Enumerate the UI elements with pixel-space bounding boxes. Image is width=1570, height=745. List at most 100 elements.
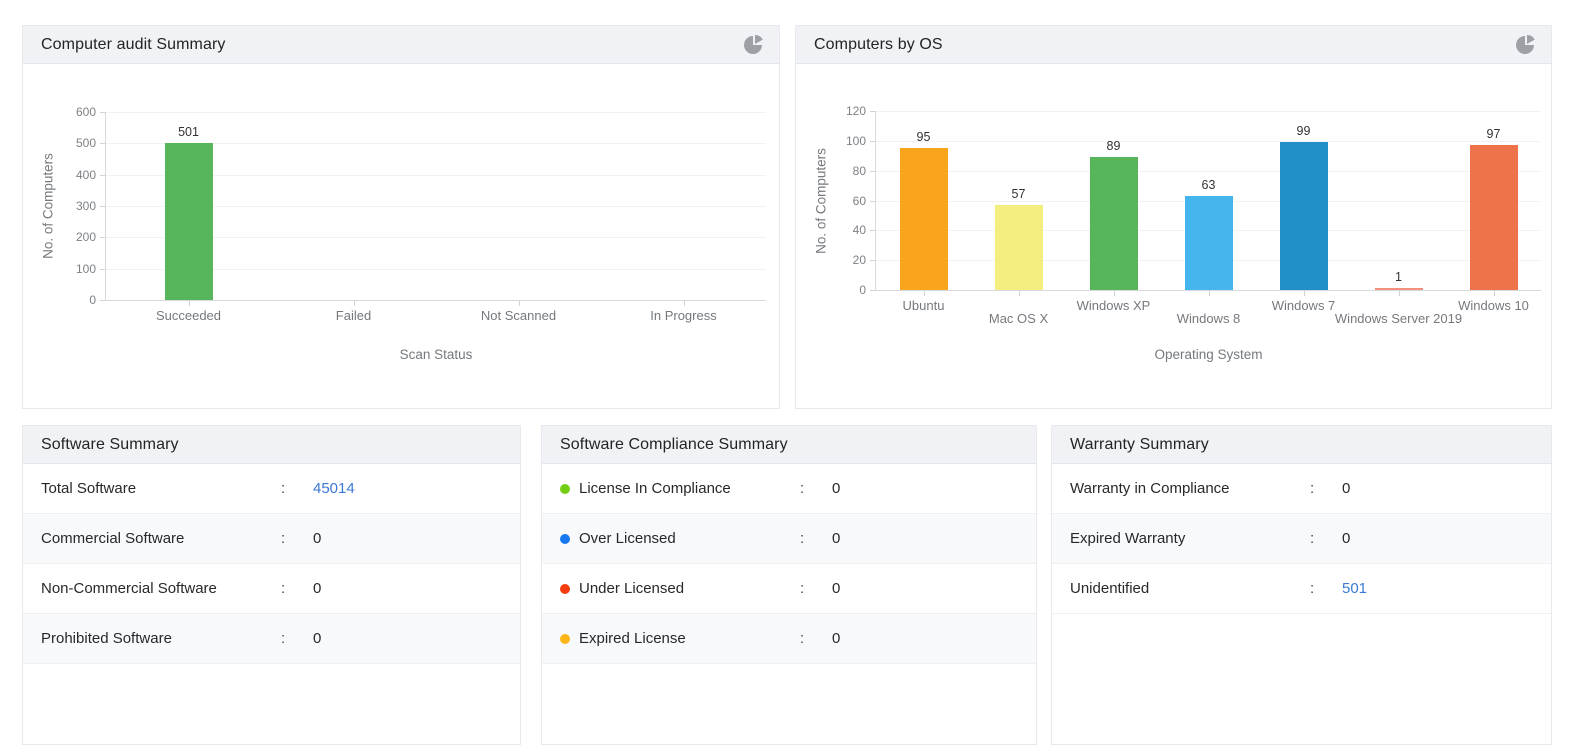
summary-row-prohibited-software: Prohibited Software: 0 xyxy=(23,614,520,664)
bar-windows-7[interactable] xyxy=(1279,142,1328,290)
license-in-compliance-value: 0 xyxy=(832,480,841,497)
x-axis-tick xyxy=(1018,291,1020,296)
warranty-in-compliance-value: 0 xyxy=(1342,480,1351,497)
pie-chart-icon[interactable] xyxy=(743,34,763,55)
x-axis-title: Scan Status xyxy=(399,347,473,362)
row-label-text: Prohibited Software xyxy=(41,630,172,647)
scan-status-bar-chart: 0 100 200 300 400 500 600 No. of Computers 501 Su… xyxy=(23,64,779,408)
expired-license-value: 0 xyxy=(832,630,841,647)
x-axis-tick xyxy=(1398,291,1400,296)
x-axis-category-label: Windows Server 2019 xyxy=(1334,311,1463,326)
row-label: Commercial Software xyxy=(41,530,281,547)
summary-row-under-licensed: Under Licensed: 0 xyxy=(542,564,1036,614)
row-separator: : xyxy=(1310,480,1315,497)
software-compliance-summary-panel: Software Compliance Summary License In C… xyxy=(541,425,1037,745)
x-axis-category-label: Ubuntu xyxy=(902,298,945,313)
panel-title: Software Compliance Summary xyxy=(560,435,788,453)
x-axis-tick xyxy=(683,301,685,306)
x-axis-tick xyxy=(518,301,520,306)
y-axis-tick-label: 200 xyxy=(75,230,96,245)
y-axis-tick xyxy=(870,111,875,112)
y-axis-tick-label: 40 xyxy=(852,223,866,238)
panel-title: Warranty Summary xyxy=(1070,435,1209,453)
bar-windows-xp[interactable] xyxy=(1089,157,1138,290)
row-label-text: Expired Warranty xyxy=(1070,530,1186,547)
unidentified-value-link[interactable]: 501 xyxy=(1342,580,1368,597)
summary-row-warranty-in-compliance: Warranty in Compliance: 0 xyxy=(1052,464,1551,514)
row-label: Unidentified xyxy=(1070,580,1310,597)
row-label-text: Non-Commercial Software xyxy=(41,580,217,597)
y-axis-title: No. of Computers xyxy=(40,153,56,259)
x-axis-category-label: Windows 8 xyxy=(1176,311,1241,326)
warranty-summary-panel: Warranty Summary Warranty in Compliance:… xyxy=(1051,425,1552,745)
x-axis-category-label: Windows XP xyxy=(1076,298,1151,313)
row-label-text: Expired License xyxy=(579,630,686,647)
software-summary-rows: Total Software: 45014 Commercial Software:… xyxy=(23,464,520,664)
row-separator: : xyxy=(1310,530,1315,547)
y-axis-tick xyxy=(870,170,875,172)
panel-header: Warranty Summary xyxy=(1052,426,1551,464)
pie-chart-icon[interactable] xyxy=(1515,34,1535,55)
bar-windows-10[interactable] xyxy=(1469,145,1518,290)
status-dot xyxy=(560,583,570,594)
y-axis-title: No. of Computers xyxy=(813,147,829,254)
row-label-text: Over Licensed xyxy=(579,530,676,547)
x-axis-category-label: Windows 10 xyxy=(1458,298,1529,313)
software-compliance-rows: License In Compliance:0 Over Licensed:0 Un… xyxy=(542,464,1036,664)
bar-value-label: 95 xyxy=(916,130,931,145)
under-licensed-value: 0 xyxy=(832,580,841,597)
gridline xyxy=(106,268,766,270)
x-axis-line xyxy=(105,300,766,301)
y-axis-tick xyxy=(100,206,105,207)
y-axis-tick-label: 0 xyxy=(859,283,866,297)
gridline xyxy=(106,237,766,239)
panel-title: Computer audit Summary xyxy=(41,35,226,53)
total-software-value-link[interactable]: 45014 xyxy=(313,480,355,497)
row-label-text: Total Software xyxy=(41,480,137,497)
panel-header: Computers by OS xyxy=(796,26,1551,64)
row-label-text: Commercial Software xyxy=(41,530,185,547)
bar-value-label: 99 xyxy=(1296,124,1311,139)
computer-audit-summary-panel: Computer audit Summary 0 100 200 300 400 500 6… xyxy=(22,25,780,409)
bar-mac-os-x[interactable] xyxy=(994,204,1043,290)
y-axis-tick xyxy=(870,230,875,232)
bar-windows-server-2019[interactable] xyxy=(1374,288,1423,290)
y-axis-tick xyxy=(870,260,875,262)
summary-row-license-in-compliance: License In Compliance: 0 xyxy=(542,464,1036,514)
summary-row-total-software: Total Software: 45014 xyxy=(23,464,520,514)
non-commercial-software-value: 0 xyxy=(313,580,322,597)
row-label: Total Software xyxy=(41,480,281,497)
y-axis-tick xyxy=(870,140,875,142)
y-axis-tick-label: 400 xyxy=(75,167,96,182)
software-summary-panel: Software Summary Total Software: 45014 Com… xyxy=(22,425,521,745)
bar-windows-8[interactable] xyxy=(1184,196,1233,290)
x-axis-tick xyxy=(1113,291,1115,296)
y-axis-tick-label: 0 xyxy=(89,293,96,307)
bar-succeeded[interactable] xyxy=(164,143,213,300)
y-axis-line xyxy=(875,111,876,290)
x-axis-tick xyxy=(1208,291,1210,296)
row-separator: : xyxy=(281,630,286,647)
row-separator: : xyxy=(1310,580,1315,597)
summary-row-non-commercial-software: Non-Commercial Software: 0 xyxy=(23,564,520,614)
panel-header: Software Summary xyxy=(23,426,520,464)
y-axis-tick-label: 60 xyxy=(852,193,866,208)
y-axis-tick-label: 120 xyxy=(845,104,866,118)
row-separator: : xyxy=(281,480,286,497)
x-axis-category-label: Mac OS X xyxy=(988,311,1049,326)
x-axis-category-label: Failed xyxy=(335,308,372,323)
x-axis-tick xyxy=(1493,291,1495,296)
commercial-software-value: 0 xyxy=(313,530,322,547)
bar-value-label: 63 xyxy=(1201,178,1216,193)
gridline xyxy=(876,170,1541,172)
operating-system-bar-chart: 0 20 40 60 80 100 120 No. of Computers 95 Ubuntu 5… xyxy=(796,64,1551,408)
row-separator: : xyxy=(800,580,805,597)
x-axis-tick xyxy=(923,291,925,296)
gridline xyxy=(106,174,766,176)
bar-ubuntu[interactable] xyxy=(899,148,948,290)
prohibited-software-value: 0 xyxy=(313,630,322,647)
over-licensed-value: 0 xyxy=(832,530,841,547)
y-axis-tick xyxy=(100,237,105,239)
panel-header: Software Compliance Summary xyxy=(542,426,1036,464)
x-axis-tick xyxy=(1303,291,1305,296)
